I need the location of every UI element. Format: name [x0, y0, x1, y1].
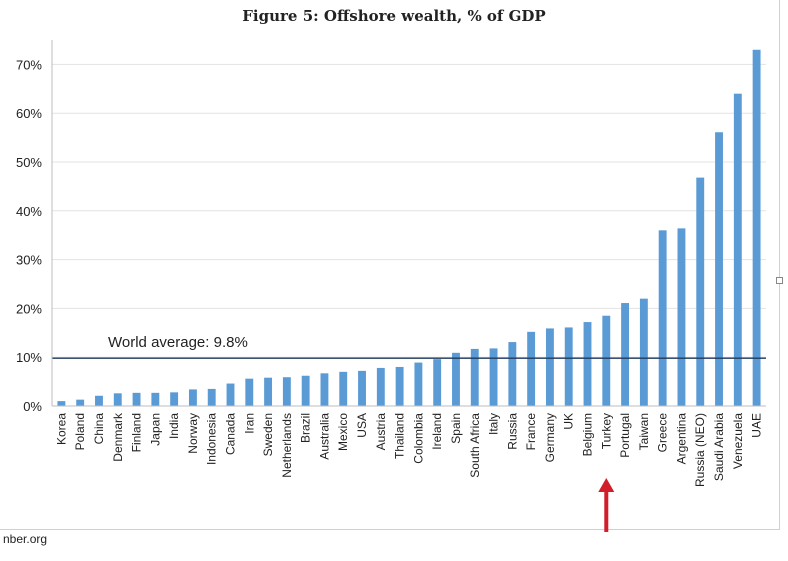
x-tick-label: Poland — [73, 413, 87, 450]
bar — [264, 377, 273, 406]
x-tick-label: Korea — [54, 413, 68, 445]
x-tick-label: Brazil — [299, 413, 313, 443]
y-tick-label: 70% — [16, 57, 42, 72]
bar — [602, 315, 611, 406]
y-tick-label: 20% — [16, 301, 42, 316]
highlight-arrow-head — [598, 478, 615, 492]
x-tick-label: Venezuela — [731, 413, 745, 469]
bar — [508, 342, 517, 406]
x-tick-label: Japan — [148, 413, 162, 446]
bar — [207, 388, 216, 406]
bar — [245, 378, 254, 406]
bar — [188, 389, 197, 406]
bar — [583, 322, 592, 406]
bar — [470, 348, 479, 406]
x-tick-label: Sweden — [261, 413, 275, 456]
x-tick-label: Italy — [487, 413, 501, 435]
bar — [301, 375, 310, 406]
bar — [677, 228, 686, 406]
x-tick-label: Finland — [130, 413, 144, 452]
bar — [320, 373, 329, 406]
x-tick-label: Indonesia — [205, 413, 219, 465]
x-tick-label: Netherlands — [280, 413, 294, 478]
highlight-arrow-shaft — [604, 490, 609, 532]
bar — [489, 348, 498, 406]
bar — [527, 331, 536, 406]
bar — [170, 392, 179, 406]
bar — [433, 359, 442, 406]
bar — [564, 327, 573, 406]
x-tick-label: Taiwan — [637, 413, 651, 450]
x-tick-label: Saudi Arabia — [712, 413, 726, 481]
bar — [339, 371, 348, 406]
highlight-marker-group — [598, 478, 615, 532]
reference-line-group: World average: 9.8% — [52, 334, 766, 359]
x-tick-label: Mexico — [336, 413, 350, 451]
bar — [282, 377, 291, 406]
x-tick-label: India — [167, 413, 181, 439]
bar — [752, 49, 761, 406]
y-tick-label: 30% — [16, 253, 42, 268]
x-tick-label: Germany — [543, 413, 557, 462]
bar — [621, 303, 630, 406]
x-tick-label: Russia — [505, 413, 519, 450]
bar — [395, 366, 404, 406]
x-tick-label: Austria — [374, 413, 388, 451]
x-tick-label: Denmark — [111, 412, 125, 462]
bar — [696, 177, 705, 406]
bar — [226, 383, 235, 406]
x-tick-label: Turkey — [599, 413, 613, 449]
bar — [113, 393, 122, 406]
x-tick-label: Russia (NEO) — [693, 413, 707, 487]
bar — [452, 352, 460, 406]
x-tick-label: Belgium — [581, 413, 595, 456]
x-tick-label: Colombia — [411, 413, 425, 464]
bar — [545, 328, 554, 406]
bar — [151, 392, 160, 406]
bar — [639, 298, 648, 406]
y-tick-label: 50% — [16, 155, 42, 170]
x-tick-label: Norway — [186, 413, 200, 454]
resize-handle[interactable] — [776, 277, 783, 284]
x-tick-label: Argentina — [674, 413, 688, 465]
bar — [132, 392, 141, 406]
x-tick-label: France — [524, 413, 538, 451]
x-tick-label: USA — [355, 413, 369, 438]
bar — [715, 132, 723, 406]
x-tick-label: UAE — [750, 413, 764, 438]
axes: 0% 10% 20% 30% 40% 50% 60% 70% Korea Poland China D… — [16, 40, 766, 487]
bar — [358, 370, 366, 406]
x-tick-label: Greece — [656, 413, 670, 453]
bar — [414, 362, 423, 406]
bar — [376, 367, 385, 406]
reference-line-label: World average: 9.8% — [108, 334, 248, 351]
x-tick-label: South Africa — [468, 413, 482, 478]
x-tick-label: China — [92, 413, 106, 445]
bar — [733, 93, 742, 407]
x-tick-label: Thailand — [393, 413, 407, 459]
bar — [95, 395, 103, 406]
x-tick-label: Canada — [224, 413, 238, 455]
source-label: nber.org — [3, 532, 48, 546]
bars — [57, 49, 761, 407]
y-tick-label: 0% — [23, 399, 42, 414]
x-tick-label: Ireland — [430, 413, 444, 450]
chart-frame — [0, 0, 780, 530]
y-tick-label: 10% — [16, 350, 42, 365]
x-tick-label: Australia — [317, 413, 331, 460]
x-tick-label: UK — [562, 413, 576, 430]
x-tick-label: Portugal — [618, 413, 632, 458]
bar — [658, 230, 667, 406]
chart-title: Figure 5: Offshore wealth, % of GDP — [242, 7, 546, 25]
x-tick-label: Iran — [242, 413, 256, 434]
bar — [57, 401, 66, 406]
x-tick-label: Spain — [449, 413, 463, 444]
bar — [76, 399, 85, 406]
y-tick-label: 60% — [16, 106, 42, 121]
y-tick-label: 40% — [16, 204, 42, 219]
